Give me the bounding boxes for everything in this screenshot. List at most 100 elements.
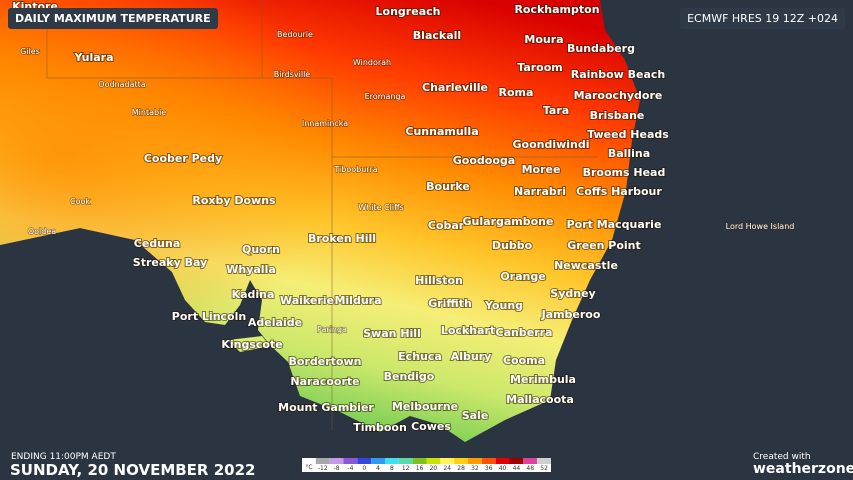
town-label: Bundaberg	[567, 42, 635, 55]
town-label: Rainbow Beach	[571, 68, 666, 81]
forecast-date: SUNDAY, 20 NOVEMBER 2022	[10, 461, 256, 479]
town-label: Goodooga	[453, 154, 515, 167]
legend-value: 40	[499, 465, 507, 472]
town-label: Roxby Downs	[192, 194, 276, 207]
town-label: Yulara	[73, 51, 113, 64]
town-label: Mildura	[334, 294, 381, 307]
locality-label: Windorah	[353, 58, 391, 67]
town-label: Sale	[462, 409, 489, 422]
legend-swatch	[343, 458, 358, 464]
town-label: Blackall	[413, 29, 461, 42]
legend-swatch	[509, 458, 524, 464]
legend-value: 36	[485, 465, 493, 472]
town-label: Hillston	[415, 274, 463, 287]
town-label: Jamberoo	[541, 308, 601, 321]
legend-swatch	[412, 458, 427, 464]
legend-swatch	[537, 458, 551, 464]
locality-label: Eromanga	[365, 92, 406, 101]
town-label: Coffs Harbour	[576, 185, 662, 198]
legend-value: 0	[362, 465, 366, 472]
legend-swatch	[468, 458, 482, 464]
legend-value: 48	[526, 465, 534, 472]
town-label: Cobar	[428, 219, 465, 232]
locality-label: Oodnadatta	[98, 80, 145, 89]
legend-value: -12	[318, 465, 328, 472]
locality-label: Innamincka	[302, 119, 348, 128]
legend-value: 24	[443, 465, 451, 472]
town-label: Moura	[524, 33, 563, 46]
town-label: Whyalla	[226, 263, 276, 276]
town-label: Cooma	[503, 354, 545, 367]
legend-swatch	[357, 458, 372, 464]
town-label: Streaky Bay	[133, 256, 207, 269]
model-box: ECMWF HRES 19 12Z +024	[680, 8, 845, 29]
town-label: Timboon	[353, 421, 407, 434]
town-label: Canberra	[496, 326, 553, 339]
town-label: Moree	[522, 163, 561, 176]
legend-swatch	[329, 458, 344, 464]
town-label: Kadina	[232, 288, 275, 301]
town-label: Naracoorte	[290, 375, 359, 388]
town-label: Orange	[500, 270, 545, 283]
legend-swatch	[495, 458, 510, 464]
legend-swatch	[385, 458, 399, 464]
town-label: Rockhampton	[514, 3, 599, 16]
town-label: Gulargambone	[463, 215, 554, 228]
town-label: Dubbo	[492, 239, 533, 252]
legend-value: -8	[334, 465, 340, 472]
legend-value: 52	[540, 465, 548, 472]
town-label: Cunnamulla	[405, 125, 478, 138]
town-label: Kingscote	[221, 338, 282, 351]
locality-label: Tibooburra	[333, 165, 377, 174]
legend-value: -4	[347, 465, 353, 472]
locality-label: Birdsville	[274, 70, 311, 79]
town-label: Mount Gambier	[278, 401, 374, 414]
credit: Created with	[753, 452, 811, 462]
locality-label: White Cliffs	[358, 203, 404, 212]
town-label: Green Point	[567, 239, 641, 252]
town-label: Melbourne	[392, 400, 458, 413]
town-label: Port Lincoln	[172, 310, 246, 323]
town-label: Brooms Head	[583, 166, 666, 179]
town-label: Merimbula	[510, 373, 576, 386]
town-label: Quorn	[242, 243, 280, 256]
town-label: Port Macquarie	[567, 218, 662, 231]
legend-swatch	[440, 458, 455, 464]
legend-unit: °C	[305, 464, 312, 471]
locality-label: Bedourie	[277, 30, 313, 39]
locality-label: Lord Howe Island	[726, 222, 795, 231]
town-label: Ceduna	[134, 237, 181, 250]
legend-swatch	[315, 458, 330, 464]
town-label: Taroom	[517, 61, 563, 74]
town-label: Lockhart	[441, 324, 495, 337]
locality-label: Giles	[20, 47, 40, 56]
town-label: Tweed Heads	[587, 128, 669, 141]
town-label: Swan Hill	[363, 327, 421, 340]
town-label: Albury	[451, 350, 492, 363]
legend-swatch	[481, 458, 496, 464]
town-label: Maroochydore	[574, 89, 663, 102]
town-label: Bordertown	[289, 355, 362, 368]
state-borders	[46, 0, 598, 430]
legend-swatch	[426, 458, 441, 464]
locality-label: Ooldea	[28, 227, 56, 236]
town-label: Goondiwindi	[512, 138, 589, 151]
landmass-overlay	[0, 0, 640, 442]
town-label: Narrabri	[514, 185, 566, 198]
legend-value: 44	[513, 465, 521, 472]
locality-label: Mintabie	[132, 108, 167, 117]
legend-value: 16	[416, 465, 424, 472]
town-label: Longreach	[376, 5, 441, 18]
town-label: Cowes	[411, 420, 451, 433]
locality-label: Cook	[70, 197, 90, 206]
town-label: Broken Hill	[308, 232, 376, 245]
legend-swatch	[398, 458, 413, 464]
town-label: Waikerie	[280, 294, 334, 307]
legend-value: 28	[457, 465, 465, 472]
legend-value: 8	[390, 465, 394, 472]
town-label: Bendigo	[384, 370, 435, 383]
town-label: Bourke	[426, 180, 470, 193]
legend-swatch	[523, 458, 538, 464]
town-label: Sydney	[550, 287, 595, 300]
